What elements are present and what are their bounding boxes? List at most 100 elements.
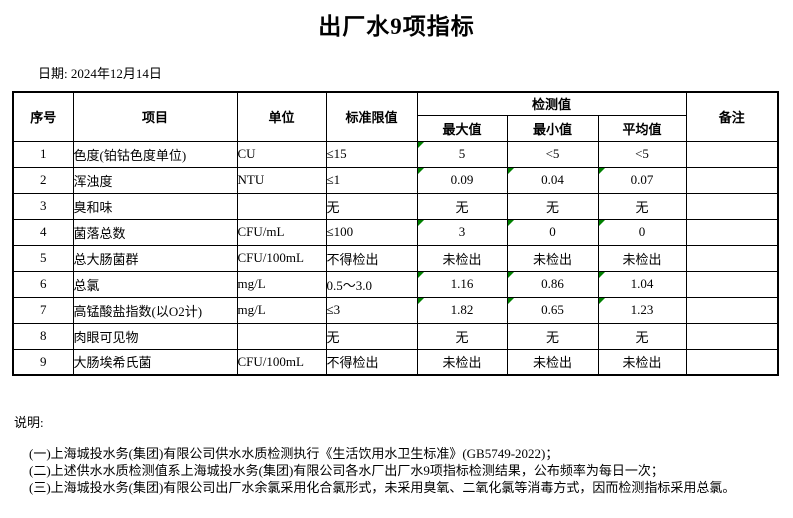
- col-header-limit: 标准限值: [325, 91, 418, 142]
- cell-max: 无: [416, 322, 508, 350]
- cell-limit: ≤100: [325, 218, 418, 246]
- col-header-no: 序号: [12, 91, 74, 142]
- note-item: (二)上述供水水质检测值系上海城投水务(集团)有限公司各水厂出厂水9项指标检测结…: [29, 463, 664, 478]
- table-row: 5 总大肠菌群 CFU/100mL 不得检出 未检出 未检出 未检出: [12, 244, 779, 272]
- col-header-item: 项目: [72, 91, 238, 142]
- cell-item: 大肠埃希氏菌: [72, 348, 238, 376]
- cell-item: 总氯: [72, 270, 238, 298]
- cell-min: 0.04: [506, 166, 599, 194]
- cell-item: 臭和味: [72, 192, 238, 220]
- cell-avg: 0: [597, 218, 687, 246]
- cell-max: 1.16: [416, 270, 508, 298]
- table-row: 1 色度(铂钴色度单位) CU ≤15 5 <5 <5: [12, 140, 779, 168]
- cell-avg: 未检出: [597, 244, 687, 272]
- page-title: 出厂水9项指标: [318, 14, 475, 39]
- cell-avg: 未检出: [597, 348, 687, 376]
- cell-max: 未检出: [416, 244, 508, 272]
- cell-unit: NTU: [236, 166, 327, 194]
- cell-min: 0: [506, 218, 599, 246]
- cell-max: 无: [416, 192, 508, 220]
- cell-limit: 0.5～3.0: [325, 270, 418, 298]
- col-header-unit: 单位: [236, 91, 327, 142]
- cell-avg: 1.04: [597, 270, 687, 298]
- notes-label: 说明:: [14, 415, 44, 430]
- cell-limit: ≤3: [325, 296, 418, 324]
- cell-min: 未检出: [506, 244, 599, 272]
- cell-min: 无: [506, 192, 599, 220]
- cell-no: 7: [12, 296, 74, 324]
- cell-item: 色度(铂钴色度单位): [72, 140, 238, 168]
- cell-unit: CU: [236, 140, 327, 168]
- cell-no: 6: [12, 270, 74, 298]
- col-header-detection: 检测值: [416, 91, 687, 116]
- cell-item: 浑浊度: [72, 166, 238, 194]
- table-row: 3 臭和味 无 无 无 无: [12, 192, 779, 220]
- cell-no: 2: [12, 166, 74, 194]
- table-row: 7 高锰酸盐指数(以O2计) mg/L ≤3 1.82 0.65 1.23: [12, 296, 779, 324]
- cell-limit: 不得检出: [325, 244, 418, 272]
- cell-unit: [236, 322, 327, 350]
- cell-min: 0.65: [506, 296, 599, 324]
- header-row-sub: 最大值 最小值 平均值: [13, 114, 778, 142]
- cell-remark: [685, 348, 779, 376]
- cell-remark: [685, 192, 779, 220]
- cell-min: <5: [506, 140, 599, 168]
- cell-limit: 不得检出: [325, 348, 418, 376]
- cell-no: 4: [12, 218, 74, 246]
- cell-max: 1.82: [416, 296, 508, 324]
- cell-remark: [685, 322, 779, 350]
- note-item: (三)上海城投水务(集团)有限公司出厂水余氯采用化合氯形式，未采用臭氧、二氧化氯…: [29, 480, 736, 495]
- cell-unit: mg/L: [236, 296, 327, 324]
- cell-item: 高锰酸盐指数(以O2计): [72, 296, 238, 324]
- cell-max: 未检出: [416, 348, 508, 376]
- report-date: 日期: 2024年12月14日: [38, 66, 162, 81]
- cell-remark: [685, 296, 779, 324]
- cell-unit: CFU/100mL: [236, 348, 327, 376]
- cell-unit: [236, 192, 327, 220]
- cell-remark: [685, 244, 779, 272]
- cell-max: 3: [416, 218, 508, 246]
- col-header-min: 最小值: [506, 114, 599, 142]
- cell-avg: 0.07: [597, 166, 687, 194]
- table-row: 2 浑浊度 NTU ≤1 0.09 0.04 0.07: [12, 166, 779, 194]
- note-item: (一)上海城投水务(集团)有限公司供水水质检测执行《生活饮用水卫生标准》(GB5…: [29, 446, 559, 461]
- cell-min: 未检出: [506, 348, 599, 376]
- cell-no: 3: [12, 192, 74, 220]
- cell-unit: CFU/100mL: [236, 244, 327, 272]
- cell-no: 8: [12, 322, 74, 350]
- cell-remark: [685, 270, 779, 298]
- notes-section: 说明: (一)上海城投水务(集团)有限公司供水水质检测执行《生活饮用水卫生标准》…: [0, 412, 793, 496]
- cell-no: 5: [12, 244, 74, 272]
- cell-unit: mg/L: [236, 270, 327, 298]
- table-row: 9 大肠埃希氏菌 CFU/100mL 不得检出 未检出 未检出 未检出: [12, 348, 779, 376]
- cell-item: 肉眼可见物: [72, 322, 238, 350]
- cell-limit: 无: [325, 192, 418, 220]
- cell-no: 9: [12, 348, 74, 376]
- cell-remark: [685, 218, 779, 246]
- cell-max: 0.09: [416, 166, 508, 194]
- table-row: 6 总氯 mg/L 0.5～3.0 1.16 0.86 1.04: [12, 270, 779, 298]
- cell-avg: 1.23: [597, 296, 687, 324]
- cell-remark: [685, 166, 779, 194]
- cell-limit: ≤1: [325, 166, 418, 194]
- col-header-max: 最大值: [416, 114, 508, 142]
- col-header-remark: 备注: [685, 91, 779, 142]
- cell-unit: CFU/mL: [236, 218, 327, 246]
- cell-item: 总大肠菌群: [72, 244, 238, 272]
- cell-avg: 无: [597, 192, 687, 220]
- cell-avg: <5: [597, 140, 687, 168]
- col-header-avg: 平均值: [597, 114, 687, 142]
- cell-remark: [685, 140, 779, 168]
- cell-item: 菌落总数: [72, 218, 238, 246]
- water-quality-table: 序号 项目 单位 标准限值 检测值 备注 最大值 最小值 平均值 1 色度(铂钴…: [12, 91, 780, 376]
- header-row-top: 序号 项目 单位 标准限值 检测值 备注: [12, 91, 779, 142]
- cell-no: 1: [12, 140, 74, 168]
- table-row: 8 肉眼可见物 无 无 无 无: [12, 322, 779, 350]
- table-row: 4 菌落总数 CFU/mL ≤100 3 0 0: [12, 218, 779, 246]
- cell-min: 0.86: [506, 270, 599, 298]
- cell-limit: ≤15: [325, 140, 418, 168]
- cell-max: 5: [416, 140, 508, 168]
- cell-limit: 无: [325, 322, 418, 350]
- cell-min: 无: [506, 322, 599, 350]
